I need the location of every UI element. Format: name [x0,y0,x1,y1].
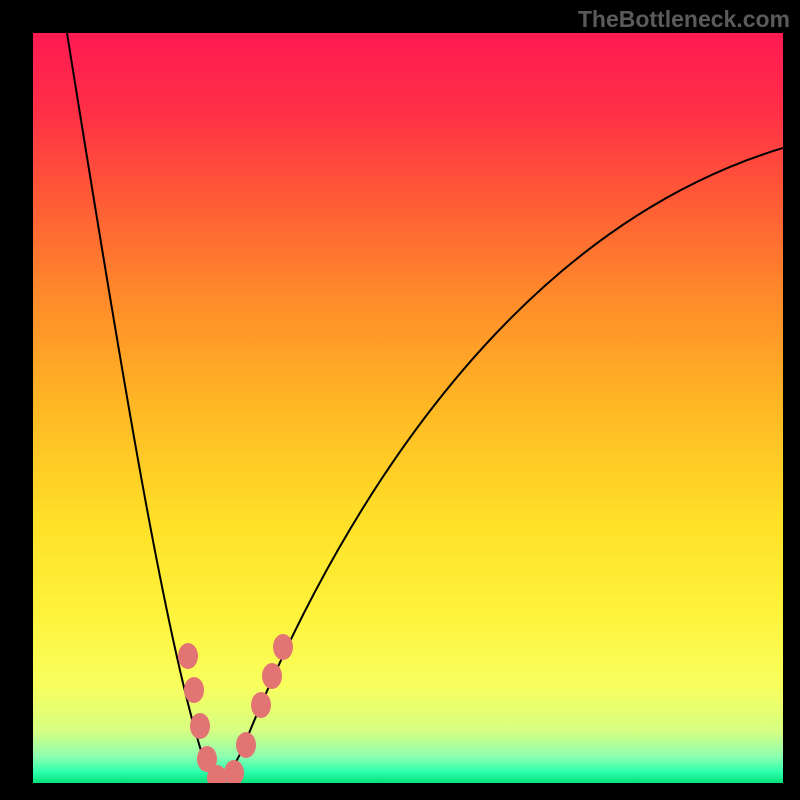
data-marker [251,692,271,718]
marker-group [178,634,293,783]
bottleneck-curve [67,33,783,781]
curve-layer [33,33,783,783]
chart-container: TheBottleneck.com [0,0,800,800]
data-marker [262,663,282,689]
data-marker [236,732,256,758]
data-marker [178,643,198,669]
data-marker [184,677,204,703]
data-marker [190,713,210,739]
data-marker [224,760,244,783]
watermark-text: TheBottleneck.com [578,6,790,33]
data-marker [273,634,293,660]
plot-area [33,33,783,783]
